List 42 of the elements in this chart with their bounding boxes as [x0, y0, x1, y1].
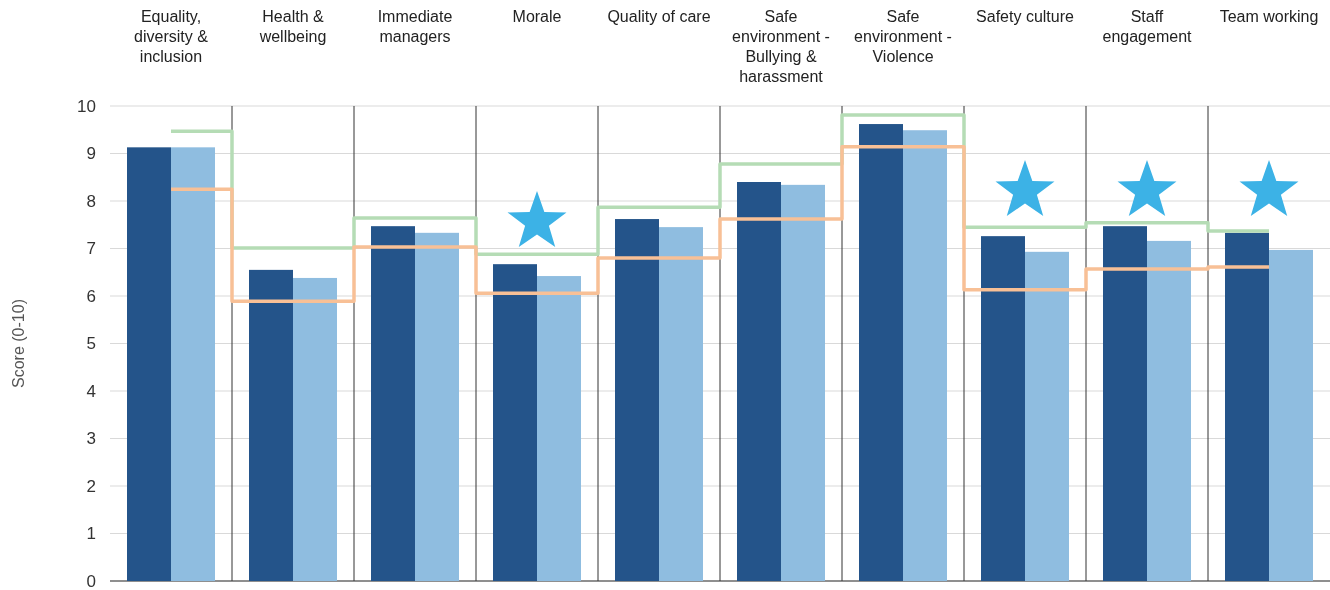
bar [371, 226, 415, 581]
y-tick-label: 5 [86, 334, 96, 354]
bar [1103, 226, 1147, 581]
bar [249, 269, 293, 581]
bar [537, 276, 581, 581]
x-tick-label: Morale [512, 8, 562, 25]
y-tick-label: 7 [86, 239, 96, 259]
x-tick-label: Safety culture [976, 8, 1075, 25]
bar [1225, 232, 1269, 581]
bar [1025, 251, 1069, 581]
x-tick-label: Equality, diversity & inclusion [134, 8, 209, 65]
x-tick-label: Team working [1219, 8, 1319, 25]
bar [171, 147, 215, 581]
x-tick-label: Quality of care [607, 8, 711, 25]
bar [615, 219, 659, 581]
bar [903, 130, 947, 581]
y-tick-label: 9 [86, 144, 96, 164]
x-tick-label: Staff engagement [1102, 8, 1193, 45]
y-tick-label: 10 [77, 96, 96, 116]
y-tick-label: 3 [86, 429, 96, 449]
y-tick-label: 8 [86, 191, 96, 211]
x-tick-label: Safe environment - Violence [854, 8, 952, 65]
y-tick-label: 6 [86, 286, 96, 306]
y-tick-label: 4 [86, 381, 96, 401]
bar [781, 184, 825, 581]
bar [737, 182, 781, 581]
bar [1269, 249, 1313, 581]
bar [981, 236, 1025, 581]
y-axis-title: Score (0-10) [10, 299, 27, 388]
bar [659, 227, 703, 581]
bar [1147, 240, 1191, 581]
bar [127, 147, 171, 581]
bar [859, 124, 903, 581]
y-tick-label: 1 [86, 524, 96, 544]
y-tick-label: 0 [86, 571, 96, 590]
bar [493, 264, 537, 581]
x-tick-label: Immediate managers [377, 8, 453, 45]
bar [415, 232, 459, 581]
bar [293, 277, 337, 581]
x-tick-label: Health & wellbeing [258, 8, 327, 45]
x-tick-label: Safe environment - Bullying & harassment [732, 8, 830, 85]
y-tick-label: 2 [86, 476, 96, 496]
